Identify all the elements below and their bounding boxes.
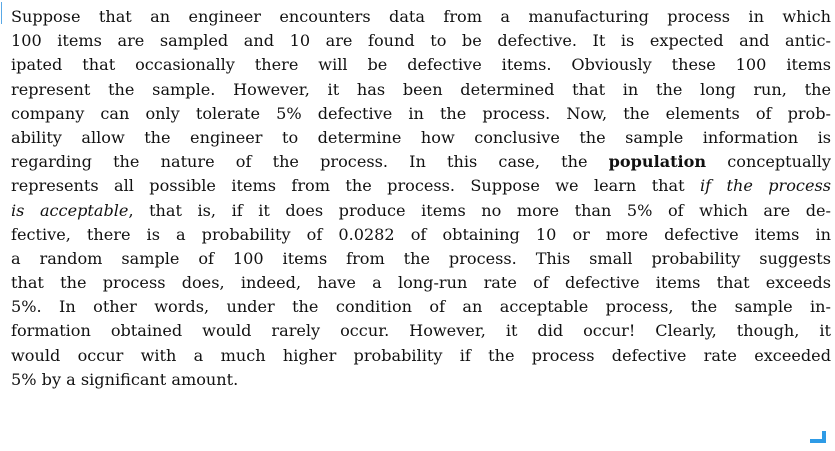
text-segment: , that is, if it does produce items no m…	[128, 200, 831, 220]
text-segment: 100 items are sampled and 10 are found t…	[11, 31, 831, 51]
text-line: regarding the nature of the process. In …	[11, 150, 831, 174]
text-line: represent the sample. However, it has be…	[11, 78, 831, 102]
text-line: company can only tolerate 5% defective i…	[11, 102, 831, 126]
text-line: would occur with a much higher probabili…	[11, 344, 831, 368]
text-line: Suppose that an engineer encounters data…	[11, 5, 831, 29]
bold-term: population	[608, 152, 707, 172]
text-segment: Suppose that an engineer encounters data…	[11, 7, 831, 26]
text-line: represents all possible items from the p…	[11, 174, 831, 198]
text-segment: represents all possible items from the p…	[11, 176, 700, 196]
text-segment: formation obtained would rarely occur. H…	[11, 321, 831, 341]
text-line: 5% by a significant amount.	[11, 368, 831, 392]
text-line: 100 items are sampled and 10 are found t…	[11, 29, 831, 53]
text-segment: ability allow the engineer to determine …	[11, 127, 831, 147]
text-segment: that the process does, indeed, have a lo…	[11, 273, 831, 293]
text-segment: 5%. In other words, under the condition …	[11, 297, 831, 317]
text-line: is acceptable, that is, if it does produ…	[11, 199, 831, 223]
text-segment: company can only tolerate 5% defective i…	[11, 103, 831, 123]
text-line: formation obtained would rarely occur. H…	[11, 319, 831, 343]
text-segment: regarding the nature of the process. In …	[11, 152, 609, 172]
text-line: ability allow the engineer to determine …	[11, 126, 831, 150]
text-segment: fective, there is a probability of 0.028…	[11, 224, 831, 244]
text-segment: conceptually	[706, 152, 831, 172]
text-segment: 5% by a significant amount.	[11, 369, 239, 389]
text-line: fective, there is a probability of 0.028…	[11, 223, 831, 247]
selection-rule	[1, 2, 2, 24]
paragraph: Suppose that an engineer encounters data…	[11, 5, 831, 392]
corner-mark-vertical	[822, 431, 826, 443]
end-of-paragraph-icon	[810, 431, 826, 443]
italic-phrase: if the process	[699, 176, 831, 196]
corner-mark-horizontal	[810, 439, 826, 443]
text-segment: a random sample of 100 items from the pr…	[11, 248, 831, 268]
text-line: that the process does, indeed, have a lo…	[11, 271, 831, 295]
text-segment: ipated that occasionally there will be d…	[11, 55, 831, 75]
text-segment: would occur with a much higher probabili…	[11, 345, 831, 365]
text-line: ipated that occasionally there will be d…	[11, 53, 831, 77]
italic-phrase: is acceptable	[11, 200, 129, 220]
text-line: a random sample of 100 items from the pr…	[11, 247, 831, 271]
text-segment: represent the sample. However, it has be…	[11, 79, 831, 99]
text-line: 5%. In other words, under the condition …	[11, 295, 831, 319]
